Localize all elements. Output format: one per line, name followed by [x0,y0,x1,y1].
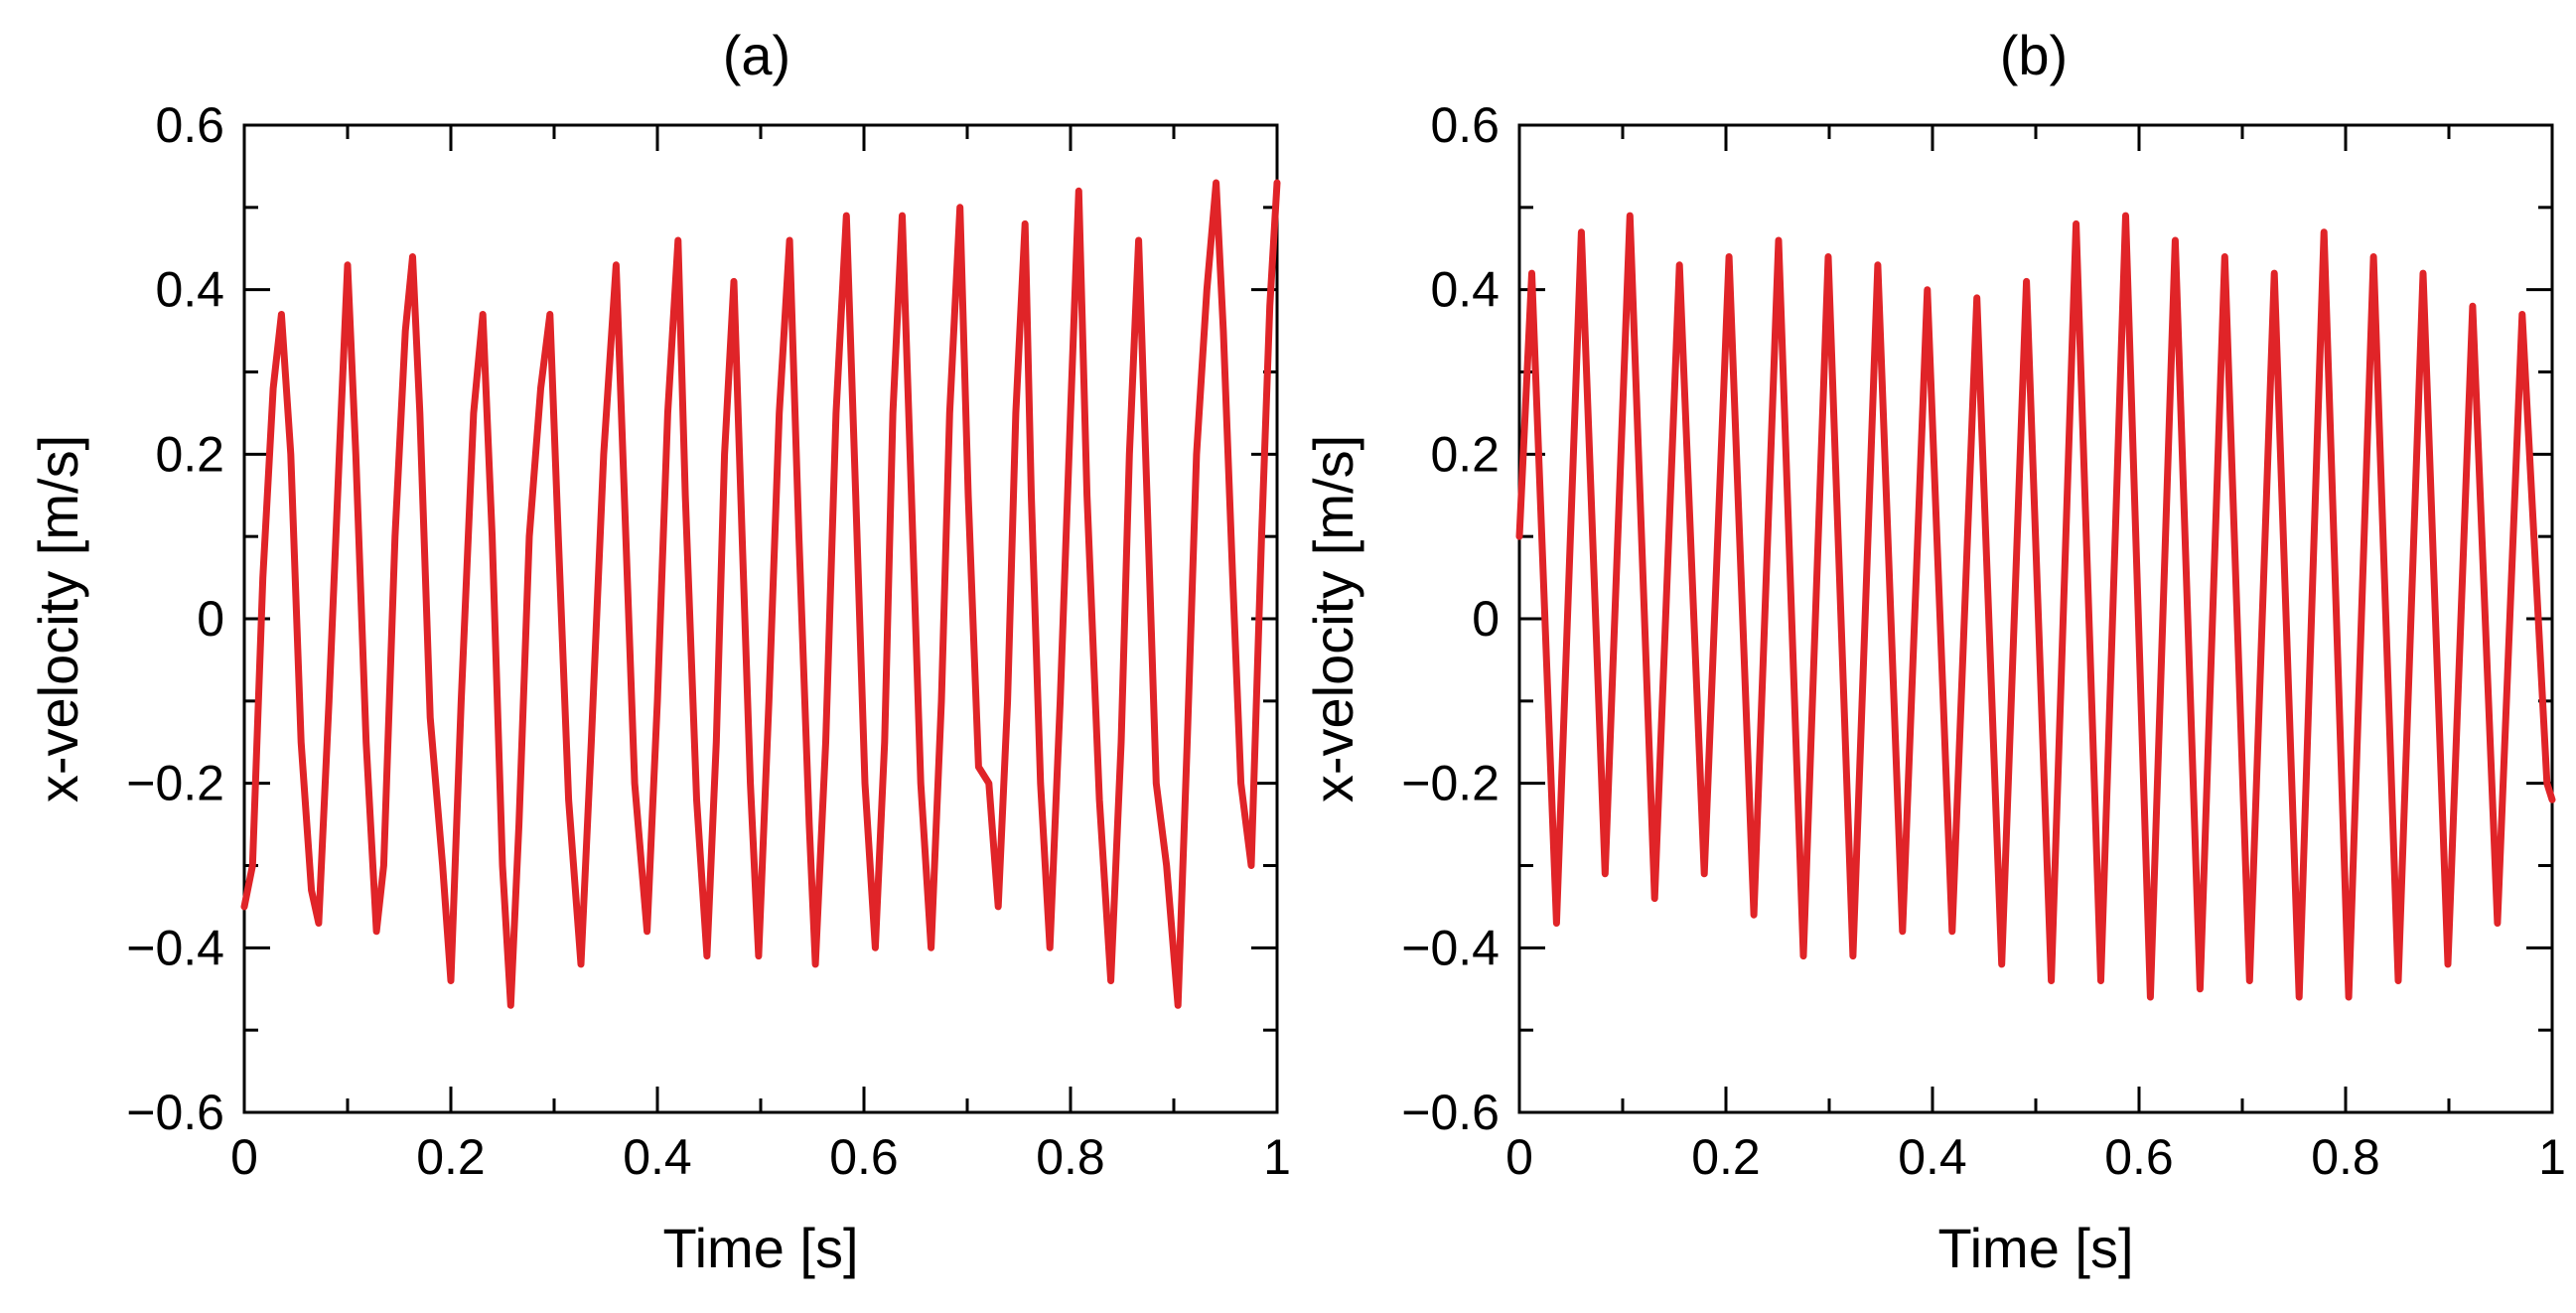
x-tick-labels: 0 0.2 0.4 0.6 0.8 1 [1505,1129,2566,1185]
x-tick-label: 0.4 [623,1129,692,1185]
x-tick-label: 0.4 [1898,1129,1967,1185]
data-series-line [1515,212,2556,1001]
x-tick-label: 0.6 [829,1129,899,1185]
y-tick-label: 0.6 [1430,97,1500,153]
x-tick-label: 0.8 [2311,1129,2380,1185]
y-tick-label: −0.2 [126,756,224,811]
y-axis-label: x-velocity [m/s] [1302,435,1364,802]
y-tick-label: 0 [197,591,224,647]
y-tick-label: −0.2 [1401,756,1500,811]
y-tick-labels: −0.6 −0.4 −0.2 0 0.2 0.4 0.6 [1401,97,1500,1140]
y-tick-labels: −0.6 −0.4 −0.2 0 0.2 0.4 0.6 [126,97,224,1140]
y-tick-label: −0.4 [126,920,224,975]
y-tick-label: 0.6 [155,97,224,153]
y-tick-label: −0.6 [126,1085,224,1140]
chart-panel-b: (b) 0 0.2 0.4 0.6 0.8 1 −0.6 −0.4 −0.2 0… [1302,24,2566,1279]
chart-title: (b) [2000,24,2068,86]
y-tick-label: 0.2 [155,426,224,482]
y-tick-label: −0.4 [1401,920,1500,975]
chart-title: (a) [723,24,790,86]
x-tick-labels: 0 0.2 0.4 0.6 0.8 1 [230,1129,1291,1185]
y-axis-label: x-velocity [m/s] [27,435,89,802]
y-tick-label: 0.2 [1430,426,1500,482]
y-tick-label: 0 [1472,591,1500,647]
x-tick-label: 1 [1263,1129,1291,1185]
x-tick-label: 1 [2538,1129,2566,1185]
y-tick-label: −0.6 [1401,1085,1500,1140]
x-tick-label: 0.6 [2104,1129,2174,1185]
data-series-line [240,179,1281,1009]
x-tick-label: 0.8 [1036,1129,1105,1185]
y-tick-label: 0.4 [1430,262,1500,318]
x-tick-label: 0.2 [416,1129,486,1185]
x-tick-label: 0 [1505,1129,1533,1185]
ticks [242,123,1279,1114]
x-tick-label: 0.2 [1691,1129,1761,1185]
y-tick-label: 0.4 [155,262,224,318]
x-axis-label: Time [s] [662,1217,858,1279]
x-axis-label: Time [s] [1937,1217,2133,1279]
x-tick-label: 0 [230,1129,258,1185]
chart-panel-a: (a) 0 0.2 0.4 0.6 0.8 1 −0.6 −0.4 −0.2 0… [27,24,1291,1279]
